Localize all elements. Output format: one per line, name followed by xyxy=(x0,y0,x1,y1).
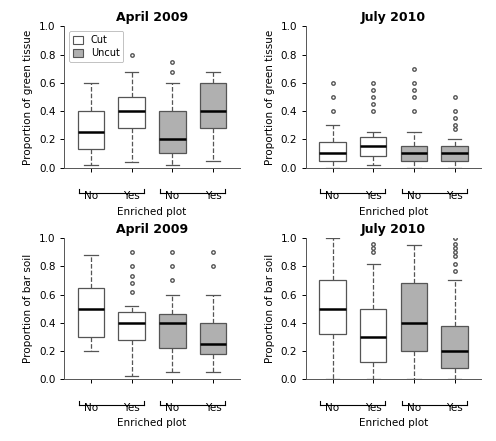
PathPatch shape xyxy=(441,146,468,161)
X-axis label: Enriched plot: Enriched plot xyxy=(118,419,186,428)
Y-axis label: Proportion of bar soil: Proportion of bar soil xyxy=(265,254,275,363)
PathPatch shape xyxy=(401,146,427,161)
PathPatch shape xyxy=(78,288,104,337)
Title: April 2009: April 2009 xyxy=(116,223,188,235)
PathPatch shape xyxy=(360,137,386,156)
Y-axis label: Proportion of green tissue: Proportion of green tissue xyxy=(23,30,33,164)
PathPatch shape xyxy=(441,325,468,368)
Title: July 2010: July 2010 xyxy=(361,11,426,24)
PathPatch shape xyxy=(119,97,145,128)
PathPatch shape xyxy=(200,323,226,354)
PathPatch shape xyxy=(159,314,186,348)
PathPatch shape xyxy=(360,309,386,363)
PathPatch shape xyxy=(200,83,226,128)
Legend: Cut, Uncut: Cut, Uncut xyxy=(69,31,124,62)
PathPatch shape xyxy=(401,283,427,351)
PathPatch shape xyxy=(119,311,145,340)
PathPatch shape xyxy=(319,142,346,161)
PathPatch shape xyxy=(319,280,346,334)
Y-axis label: Proportion of green tissue: Proportion of green tissue xyxy=(265,30,275,164)
PathPatch shape xyxy=(78,111,104,149)
X-axis label: Enriched plot: Enriched plot xyxy=(359,419,428,428)
X-axis label: Enriched plot: Enriched plot xyxy=(118,207,186,217)
X-axis label: Enriched plot: Enriched plot xyxy=(359,207,428,217)
Title: April 2009: April 2009 xyxy=(116,11,188,24)
Y-axis label: Proportion of bar soil: Proportion of bar soil xyxy=(23,254,33,363)
Title: July 2010: July 2010 xyxy=(361,223,426,235)
PathPatch shape xyxy=(159,111,186,153)
